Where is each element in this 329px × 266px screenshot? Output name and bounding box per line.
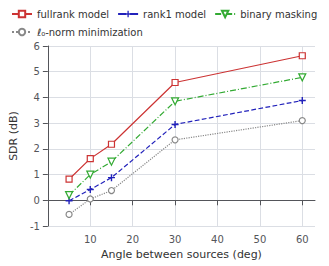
svg-text:Angle between sources (deg): Angle between sources (deg) [101,248,262,261]
svg-text:40: 40 [211,234,224,245]
svg-text:ℓ₀-norm minimization: ℓ₀-norm minimization [37,27,143,38]
svg-text:fullrank model: fullrank model [37,9,109,20]
svg-text:rank1 model: rank1 model [143,9,206,20]
svg-text:5: 5 [33,66,39,77]
svg-text:30: 30 [169,234,182,245]
svg-text:6: 6 [33,41,39,52]
svg-text:binary masking: binary masking [240,9,317,20]
svg-text:-1: -1 [30,221,40,232]
svg-text:0: 0 [33,195,39,206]
svg-text:3: 3 [33,118,39,129]
svg-text:2: 2 [33,143,39,154]
svg-text:SDR (dB): SDR (dB) [7,111,20,161]
svg-text:4: 4 [33,92,39,103]
svg-text:60: 60 [296,234,309,245]
svg-text:1: 1 [33,169,39,180]
svg-text:10: 10 [84,234,97,245]
svg-text:20: 20 [126,234,139,245]
svg-text:50: 50 [254,234,267,245]
